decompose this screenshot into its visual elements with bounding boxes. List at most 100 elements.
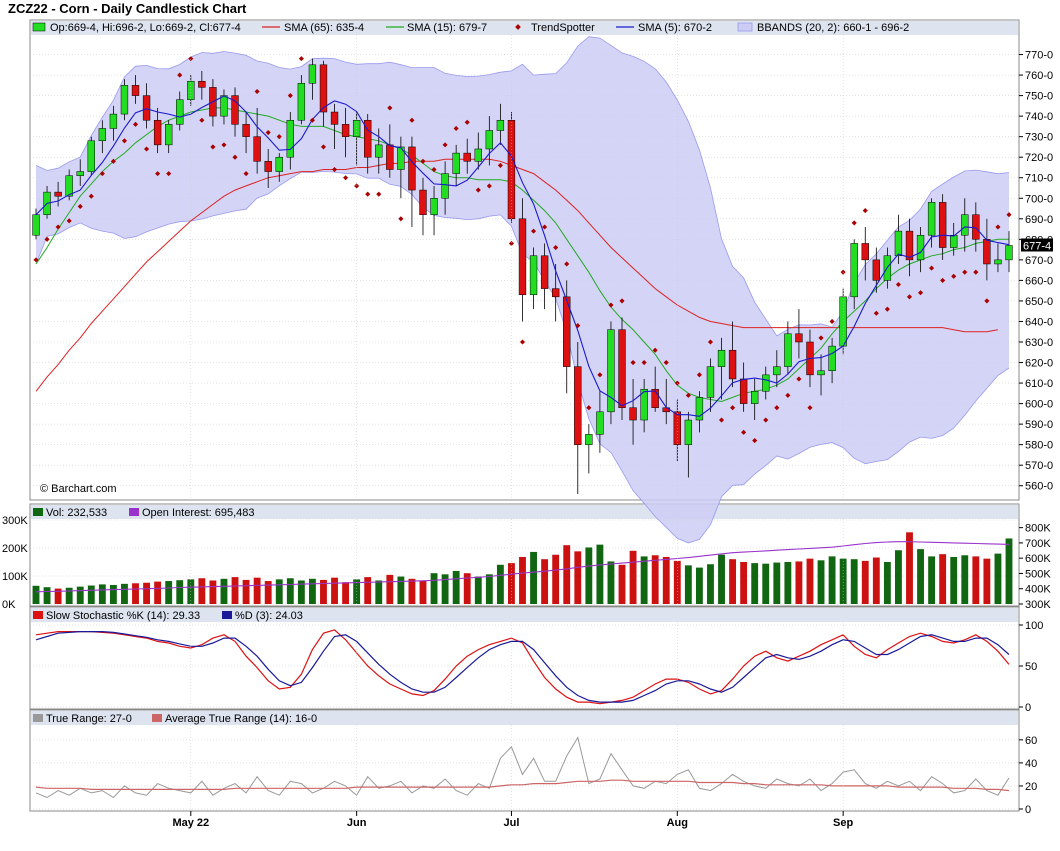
trendspotter-dot [586, 405, 592, 411]
trendspotter-dot [663, 359, 669, 366]
volume-bar [297, 580, 305, 604]
volume-bar [154, 581, 162, 604]
volume-bar [165, 581, 173, 604]
candle-body [419, 189, 427, 215]
price-tick-label: 560-0 [1025, 481, 1053, 493]
volume-bar [795, 561, 803, 604]
trendspotter-dot [376, 191, 382, 197]
candle-body [32, 214, 40, 236]
volume-bar [530, 551, 537, 604]
candle [253, 107, 261, 174]
candle [905, 218, 914, 277]
legend-bbands: BBANDS (20, 2): 660-1 - 696-2 [757, 22, 909, 34]
legend-avg-true-range: Average True Range (14): 16-0 [165, 713, 317, 725]
candle-body [695, 397, 704, 421]
candle-body [430, 198, 438, 215]
volume-bar [585, 547, 593, 604]
volume-bar [906, 532, 913, 604]
candle-body [773, 366, 781, 376]
candle-body [728, 349, 737, 380]
trendspotter-dot [851, 220, 857, 226]
stochastic-d-line [35, 631, 1010, 703]
candle [706, 358, 715, 412]
candle [386, 124, 394, 178]
volume-bar [817, 560, 825, 604]
volume-bar [220, 578, 228, 604]
legend-bar-tr [31, 711, 1018, 725]
candle [1005, 231, 1013, 273]
candle [717, 337, 726, 400]
candle-body [176, 99, 184, 125]
legend-bar-vol [31, 505, 1018, 519]
volume-bar [452, 570, 460, 604]
volume-bar [386, 574, 394, 604]
volume-bar [463, 573, 471, 604]
trendspotter-dot [453, 125, 459, 131]
candle-body [297, 83, 306, 121]
trendspotter-dot [619, 298, 625, 304]
candle [109, 105, 118, 141]
candle [773, 350, 781, 388]
volume-bar [331, 577, 338, 604]
candle-body [551, 288, 560, 298]
trendspotter-dot [232, 154, 238, 160]
volume-legend: Vol: 232,533 Open Interest: 695,483 [33, 507, 255, 519]
volume-bar [541, 559, 549, 604]
candle [330, 103, 339, 149]
candle-body [706, 366, 715, 398]
candle-body [330, 111, 339, 125]
volume-bar [806, 558, 814, 604]
candle [364, 114, 372, 174]
x-tick-label: Jul [503, 817, 519, 829]
trendspotter-dot [641, 359, 647, 366]
trendspotter-dot [66, 218, 72, 224]
volume-bar [109, 584, 117, 604]
candle-body [65, 175, 73, 197]
trendspotter-dot [199, 117, 205, 123]
trendspotter-dot [77, 203, 83, 210]
candle-body [983, 239, 991, 265]
volume-bar [176, 580, 184, 604]
trendspotter-dot [431, 166, 437, 173]
volume-bar [762, 563, 770, 604]
candle [950, 222, 958, 256]
price-tick-label: 600-0 [1025, 399, 1053, 411]
volume-bar [895, 550, 902, 604]
volume-bar [264, 581, 272, 604]
candle [153, 107, 162, 154]
volume-bar [695, 567, 703, 604]
trendspotter-dot [110, 158, 116, 164]
volume-bar [961, 555, 969, 604]
x-tick-label: Sep [833, 817, 853, 829]
trendspotter-dot [442, 142, 448, 148]
candle-body [540, 255, 549, 289]
candle-body [994, 259, 1002, 265]
candle-body [242, 124, 250, 137]
candle-body [684, 419, 693, 445]
candle [607, 321, 615, 425]
true-range-legend: True Range: 27-0 Average True Range (14)… [33, 713, 317, 725]
candle [308, 58, 317, 100]
trendspotter-dot [343, 175, 349, 181]
volume-bar [872, 557, 880, 604]
volume-tick-label-left: 100K [2, 571, 28, 583]
legend-stoch-d: %D (3): 24.03 [235, 610, 303, 622]
candle [894, 214, 903, 264]
candle [419, 177, 427, 236]
candle [817, 354, 825, 396]
volume-bar [939, 554, 947, 604]
legend-trendspotter: TrendSpotter [531, 22, 595, 34]
volume-bar [198, 578, 206, 604]
volume-bar [839, 558, 847, 604]
candle [441, 161, 449, 215]
trendspotter-dot [873, 310, 879, 316]
volume-bar [861, 560, 869, 604]
legend-sma15: SMA (15): 679-7 [407, 22, 487, 34]
volume-bar [320, 579, 327, 604]
candle [87, 136, 95, 176]
last-price-tag: 677-4 [1021, 238, 1053, 252]
candle-body [795, 333, 803, 343]
candle [297, 75, 306, 125]
x-tick-label: May 22 [172, 817, 209, 829]
